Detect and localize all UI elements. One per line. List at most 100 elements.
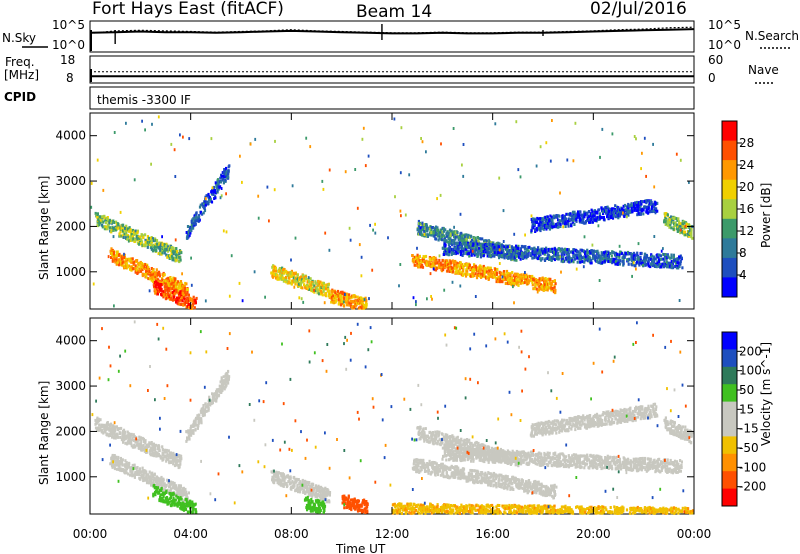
echo-cell <box>476 242 479 246</box>
echo-cell <box>287 276 291 280</box>
echo-cell <box>531 247 535 251</box>
echo-cell <box>101 225 104 229</box>
echo-cell <box>483 271 486 275</box>
echo-cell <box>186 288 189 291</box>
echo-cell <box>354 295 357 299</box>
echo-cell <box>537 279 540 283</box>
echo-cell <box>322 289 325 293</box>
echo-cell <box>514 251 518 255</box>
echo-cell <box>171 257 174 261</box>
echo-cell <box>323 301 326 305</box>
echo-cell <box>550 259 553 262</box>
echo-cell <box>654 202 657 205</box>
echo-cell <box>527 249 530 253</box>
echo-cell <box>567 248 570 252</box>
echo-cell <box>160 283 163 286</box>
echo-cell <box>104 425 107 429</box>
echo-cell <box>423 225 426 229</box>
echo-cell <box>632 251 636 255</box>
echo-cell <box>179 280 183 283</box>
echo-cell <box>146 245 149 249</box>
echo-cell <box>430 229 433 233</box>
echo-cell <box>328 168 331 172</box>
echo-cell <box>310 286 313 290</box>
echo-cell <box>478 237 481 241</box>
echo-cell <box>317 282 320 286</box>
echo-cell <box>322 187 325 191</box>
echo-cell <box>499 278 502 282</box>
echo-cell <box>456 243 459 247</box>
echo-cell <box>504 281 508 285</box>
echo-cell <box>123 260 127 264</box>
echo-cell <box>532 252 535 256</box>
echo-cell <box>436 197 438 201</box>
echo-cell <box>451 270 454 274</box>
echo-cell <box>230 254 233 258</box>
echo-cell <box>224 170 227 174</box>
echo-cell <box>458 236 460 240</box>
echo-cell <box>670 259 673 263</box>
echo-cell <box>283 271 286 275</box>
echo-cell <box>168 288 171 292</box>
echo-cell <box>138 238 141 242</box>
echo-cell <box>641 263 645 267</box>
echo-cell <box>123 252 125 256</box>
echo-cell <box>616 252 619 256</box>
echo-cell <box>174 277 177 281</box>
echo-cell <box>348 301 351 305</box>
echo-cell <box>300 297 303 301</box>
echo-cell <box>166 286 169 290</box>
echo-cell <box>100 430 104 434</box>
echo-cell <box>339 296 342 299</box>
echo-cell <box>533 222 536 226</box>
echo-cell <box>645 201 648 205</box>
echo-cell <box>549 281 552 285</box>
echo-cell <box>176 296 179 300</box>
echo-cell <box>524 245 527 249</box>
echo-cell <box>650 205 653 209</box>
echo-cell <box>484 246 487 250</box>
echo-cell <box>188 233 191 237</box>
echo-cell <box>115 258 118 262</box>
echo-cell <box>681 222 684 226</box>
echo-cell <box>174 250 177 254</box>
echo-cell <box>195 296 198 300</box>
echo-cell <box>576 260 579 264</box>
echo-cell <box>217 180 221 184</box>
echo-cell <box>431 261 434 265</box>
echo-cell <box>562 225 565 229</box>
echo-cell <box>632 257 635 261</box>
echo-cell <box>161 251 164 255</box>
echo-cell <box>432 226 435 230</box>
echo-cell <box>268 219 270 223</box>
echo-cell <box>99 221 102 225</box>
echo-cell <box>132 433 135 437</box>
echo-cell <box>536 290 539 294</box>
echo-cell <box>108 221 111 225</box>
echo-cell <box>583 210 586 214</box>
echo-cell <box>217 182 220 185</box>
echo-cell <box>553 216 556 220</box>
echo-cell <box>207 195 210 199</box>
echo-cell <box>542 251 545 255</box>
echo-cell <box>599 214 602 218</box>
echo-cell <box>607 212 610 216</box>
echo-cell <box>419 263 422 267</box>
echo-cell <box>639 212 642 216</box>
echo-cell <box>614 209 617 213</box>
echo-cell <box>441 246 444 250</box>
echo-cell <box>591 217 594 221</box>
echo-cell <box>635 137 637 141</box>
echo-cell <box>130 265 133 269</box>
echo-cell <box>170 297 173 301</box>
echo-cell <box>602 257 606 261</box>
echo-cell <box>368 297 370 301</box>
echo-cell <box>348 226 351 230</box>
echo-cell <box>681 225 684 228</box>
echo-cell <box>133 445 136 449</box>
echo-cell <box>302 300 305 304</box>
echo-cell <box>178 296 181 300</box>
echo-cell <box>512 246 515 250</box>
echo-cell <box>544 215 547 219</box>
echo-cell <box>442 265 445 269</box>
